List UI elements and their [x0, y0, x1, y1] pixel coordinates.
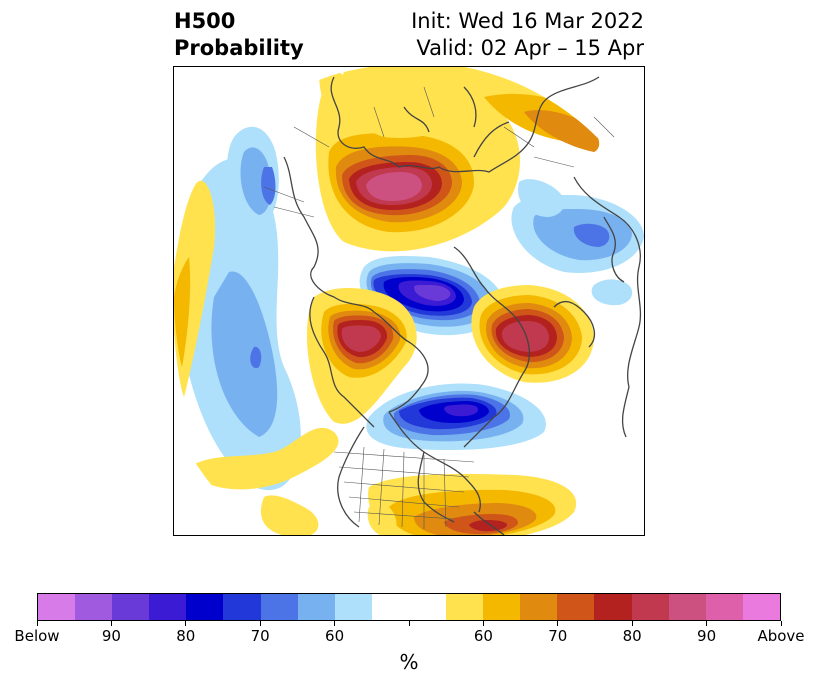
colorbar-segment — [631, 594, 669, 620]
state-borders — [263, 86, 615, 529]
colorbar-tick — [557, 621, 559, 626]
anomaly-arctic — [359, 256, 504, 336]
colorbar-segment — [557, 594, 595, 620]
colorbar-segment — [446, 594, 484, 620]
colorbar-segment — [408, 594, 447, 620]
colorbar-segment — [483, 594, 521, 620]
colorbar-tick-label: 80 — [622, 627, 642, 645]
forecast-dates: Init: Wed 16 Mar 2022 Valid: 02 Apr – 15… — [411, 8, 644, 62]
colorbar-segment — [38, 594, 76, 620]
anomaly-greenland — [471, 285, 594, 383]
colorbar-tick-label: Below — [14, 627, 60, 645]
anomaly-eastern-canada — [366, 383, 546, 451]
colorbar-tick-label: 90 — [101, 627, 121, 645]
anomaly-alaska — [306, 287, 417, 424]
colorbar-tick — [408, 621, 410, 626]
title-line2: Probability — [174, 36, 304, 60]
colorbar-segment — [186, 594, 224, 620]
colorbar-segment — [705, 594, 743, 620]
map-title: H500 Probability — [174, 8, 304, 62]
colorbar-segment — [371, 594, 409, 620]
colorbar-segment — [742, 594, 780, 620]
colorbar-unit-label: % — [399, 650, 419, 674]
colorbar-segment — [334, 594, 372, 620]
colorbar-tick — [185, 621, 187, 626]
colorbar-tick — [110, 621, 112, 626]
colorbar-segment — [149, 594, 187, 620]
colorbar-tick-label: 60 — [325, 627, 345, 645]
colorbar-tick-label: Above — [757, 627, 805, 645]
colorbar — [37, 593, 781, 621]
init-date: Init: Wed 16 Mar 2022 — [411, 9, 644, 33]
colorbar-tick — [631, 621, 633, 626]
colorbar-tick-label: 60 — [473, 627, 493, 645]
colorbar-segment — [297, 594, 335, 620]
colorbar-tick-label: 70 — [250, 627, 270, 645]
colorbar-segment — [260, 594, 298, 620]
colorbar-tick — [482, 621, 484, 626]
colorbar-tick — [780, 621, 782, 626]
colorbar-tick — [259, 621, 261, 626]
colorbar-tick — [706, 621, 708, 626]
coastlines — [283, 76, 642, 535]
colorbar-segment — [223, 594, 261, 620]
colorbar-tick-label: 80 — [176, 627, 196, 645]
colorbar-tick-label: 90 — [697, 627, 717, 645]
colorbar-segment — [75, 594, 113, 620]
probability-map — [173, 66, 645, 536]
valid-range: Valid: 02 Apr – 15 Apr — [416, 36, 644, 60]
colorbar-tick-label: 70 — [548, 627, 568, 645]
colorbar-segment — [668, 594, 706, 620]
colorbar-segment — [594, 594, 632, 620]
colorbar-segment — [112, 594, 150, 620]
colorbar-tick — [334, 621, 336, 626]
colorbar-tick — [36, 621, 38, 626]
colorbar-segment — [520, 594, 558, 620]
title-line1: H500 — [174, 9, 236, 33]
